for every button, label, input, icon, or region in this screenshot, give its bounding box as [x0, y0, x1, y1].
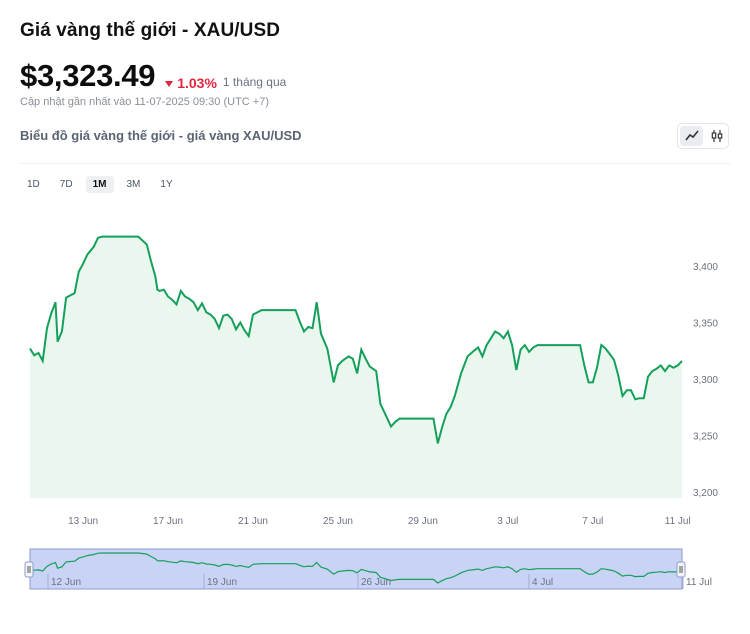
range-3m-button[interactable]: 3M [126, 179, 141, 190]
y-tick-label: 3,350 [693, 319, 718, 330]
candlestick-icon [711, 130, 722, 142]
candlestick-button[interactable] [705, 124, 728, 148]
y-tick-label: 3,200 [693, 488, 718, 499]
line-chart-icon [684, 130, 699, 141]
range-1d-button[interactable]: 1D [27, 179, 40, 190]
range-selector: 1D 7D 1M 3M 1Y [20, 176, 180, 193]
current-price: $3,323.49 [20, 58, 156, 93]
price-line [29, 235, 683, 444]
x-tick-label: 3 Jul [497, 516, 518, 527]
navigator-tick-label: 4 Jul [532, 577, 553, 588]
navigator-selection[interactable] [29, 548, 683, 590]
main-plot [29, 235, 683, 498]
change-period: 1 tháng qua [222, 75, 287, 89]
x-tick-label: 7 Jul [582, 516, 603, 527]
y-tick-label: 3,300 [693, 375, 718, 386]
change-percent: 1.03% [177, 75, 217, 91]
navigator-right-handle[interactable] [676, 561, 686, 578]
x-tick-label: 11 Jul [665, 516, 691, 527]
navigator-tick-label: 26 Jun [361, 577, 391, 588]
navigator-tick-label: 11 Jul [686, 577, 712, 588]
chart-subtitle: Biểu đồ giá vàng thế giới - giá vàng XAU… [20, 128, 302, 143]
navigator-tick-label: 12 Jun [51, 577, 81, 588]
down-arrow-icon [165, 81, 174, 87]
y-tick-label: 3,400 [693, 262, 718, 273]
header-divider [20, 163, 730, 164]
range-1y-button[interactable]: 1Y [160, 179, 173, 190]
y-tick-label: 3,250 [693, 432, 718, 443]
x-tick-label: 21 Jun [238, 516, 268, 527]
navigator-line [29, 552, 683, 584]
range-7d-button[interactable]: 7D [59, 179, 73, 190]
last-updated: Cập nhật gần nhất vào 11-07-2025 09:30 (… [20, 96, 269, 108]
navigator-tick-label: 19 Jun [207, 577, 237, 588]
navigator-axis: 12 Jun 19 Jun 26 Jun 4 Jul 11 Jul [47, 574, 712, 589]
x-tick-label: 13 Jun [68, 516, 98, 527]
x-tick-label: 25 Jun [323, 516, 353, 527]
range-1m-button[interactable]: 1M [85, 176, 114, 193]
price-change: 1.03% [165, 75, 217, 91]
price-row: $3,323.49 1.03% 1 tháng qua [20, 58, 286, 94]
x-tick-label: 17 Jun [153, 516, 183, 527]
navigator-left-handle[interactable] [24, 561, 34, 578]
chart-type-toggle [677, 123, 729, 149]
line-chart-button[interactable] [680, 126, 703, 146]
x-axis: 13 Jun 17 Jun 21 Jun 25 Jun 29 Jun 3 Jul 7 Jul… [68, 516, 691, 527]
x-tick-label: 29 Jun [408, 516, 438, 527]
navigator[interactable]: 12 Jun 19 Jun 26 Jun 4 Jul 11 Jul [24, 548, 712, 590]
y-axis: 3,400 3,350 3,300 3,250 3,200 [693, 262, 718, 499]
page-title: Giá vàng thế giới - XAU/USD [20, 20, 281, 41]
